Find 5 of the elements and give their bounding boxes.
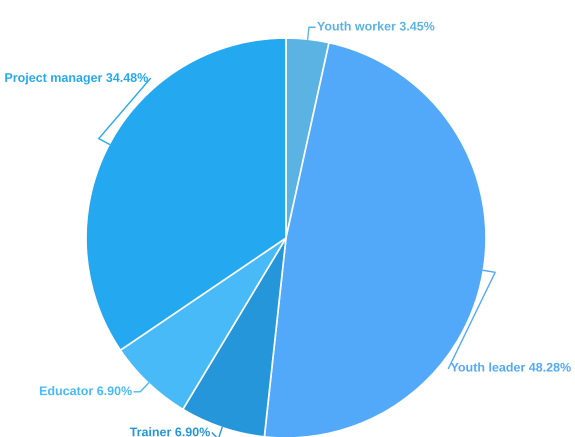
slice-label: Project manager 34.48%	[5, 72, 148, 85]
slice-label: Youth worker 3.45%	[317, 21, 434, 31]
slice-label: Educator 6.90%	[40, 386, 132, 396]
slice-label: Trainer 6.90%	[130, 427, 210, 436]
slice-label: Youth leader 48.28%	[450, 362, 571, 372]
